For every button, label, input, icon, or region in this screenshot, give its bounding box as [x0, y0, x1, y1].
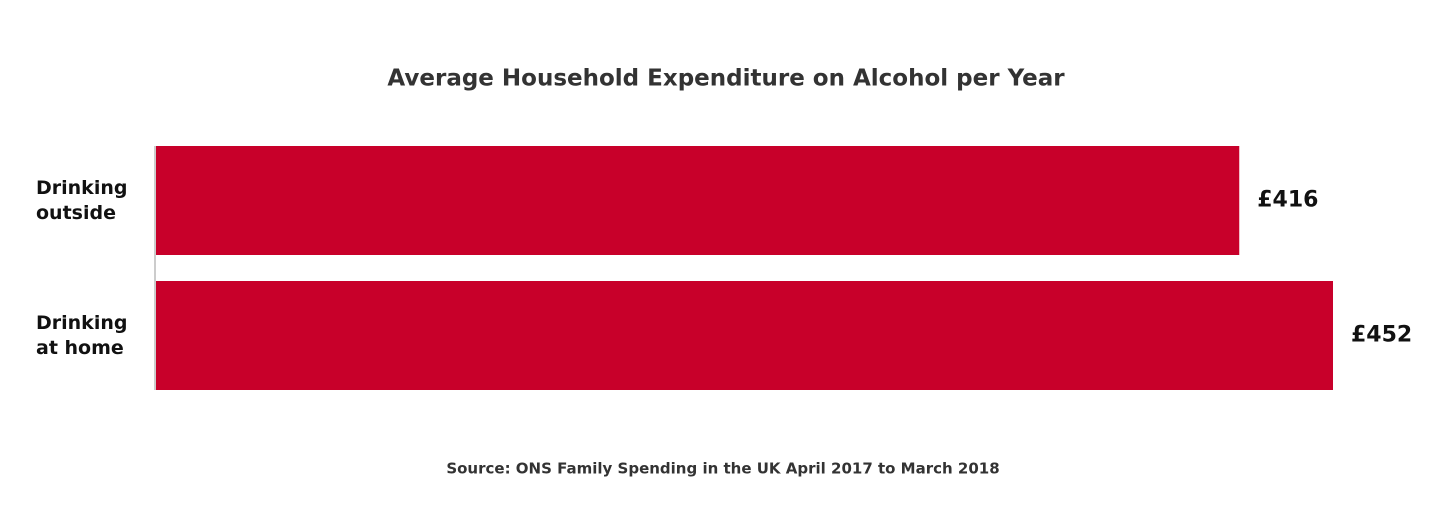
value-label: £416: [1257, 188, 1318, 213]
bar: [156, 281, 1333, 390]
category-label: Drinking outside: [36, 176, 128, 224]
value-label: £452: [1351, 323, 1412, 348]
source-note: Source: ONS Family Spending in the UK Ap…: [446, 460, 999, 478]
chart-title: Average Household Expenditure on Alcohol…: [387, 66, 1065, 92]
category-label: Drinking at home: [36, 311, 128, 359]
bar: [156, 146, 1240, 255]
